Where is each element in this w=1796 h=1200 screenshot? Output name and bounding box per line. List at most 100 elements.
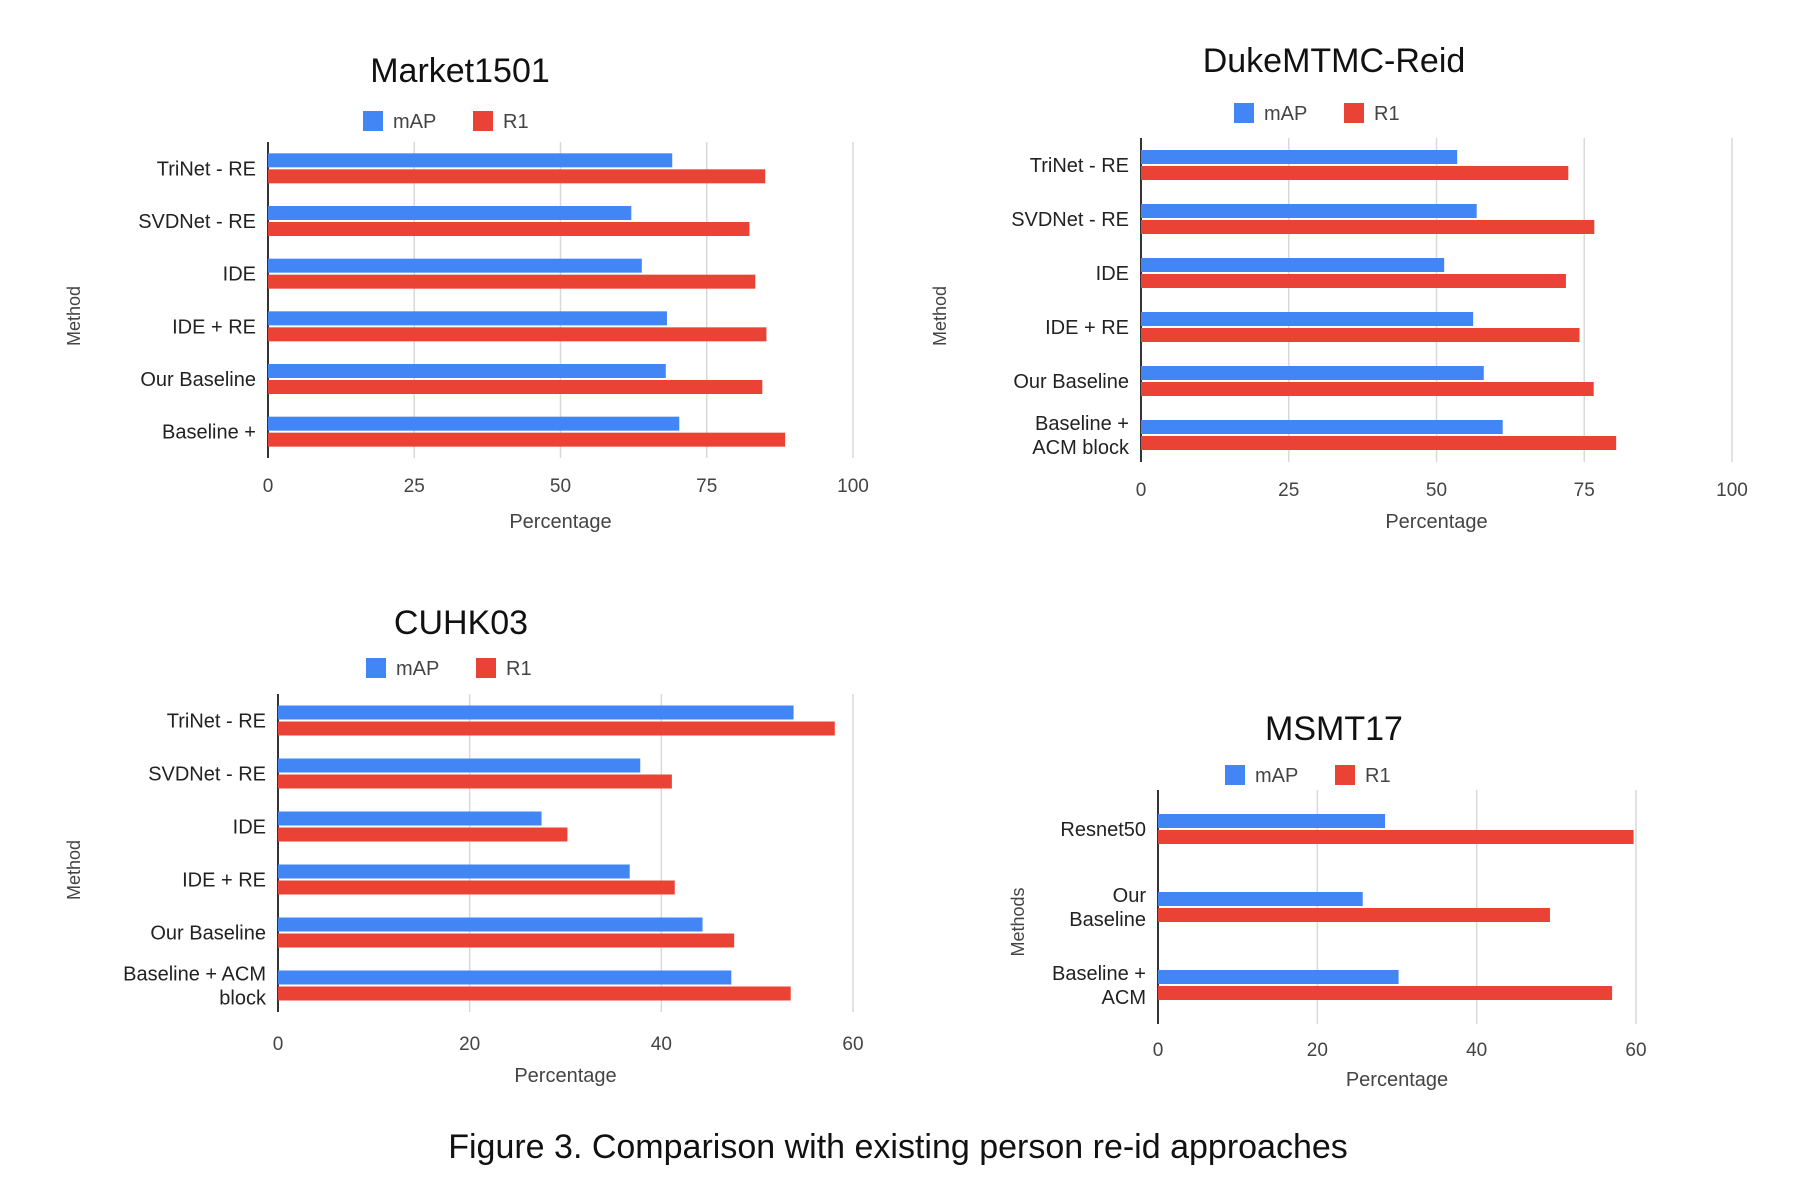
legend-swatch-R1 (1344, 103, 1364, 123)
bar-mAP (1158, 892, 1363, 906)
x-axis-label: Percentage (514, 1065, 616, 1087)
category-label: IDE + RE (1045, 317, 1129, 339)
category-label: Baseline (1069, 909, 1146, 931)
category-label: block (219, 988, 267, 1010)
legend-label-R1: R1 (506, 658, 532, 680)
category-label: SVDNet - RE (148, 764, 266, 786)
category-label: TriNet - RE (157, 158, 256, 180)
bar-R1 (278, 986, 791, 1001)
category-label: SVDNet - RE (1011, 209, 1129, 231)
bar-R1 (268, 169, 766, 184)
bar-mAP (278, 705, 794, 720)
legend-swatch-R1 (1335, 765, 1355, 785)
bar-R1 (268, 432, 786, 447)
bar-R1 (1141, 436, 1617, 450)
category-label: ACM (1102, 987, 1146, 1009)
chart-title: DukeMTMC-Reid (1203, 42, 1466, 80)
x-tick-label: 60 (1625, 1040, 1646, 1061)
bar-R1 (268, 327, 767, 342)
bar-R1 (1158, 830, 1634, 844)
x-tick-label: 60 (842, 1034, 863, 1055)
bar-R1 (1141, 274, 1566, 288)
bar-R1 (1141, 328, 1580, 342)
category-label: Baseline + (162, 422, 256, 444)
category-label: SVDNet - RE (138, 211, 256, 233)
bar-R1 (278, 880, 675, 895)
x-tick-label: 50 (550, 476, 571, 497)
category-label: ACM block (1032, 437, 1130, 459)
figure-caption: Figure 3. Comparison with existing perso… (448, 1128, 1348, 1166)
chart-title: Market1501 (370, 52, 550, 90)
legend-label-mAP: mAP (393, 111, 436, 133)
category-label: Baseline + ACM (123, 964, 266, 986)
bar-mAP (1141, 312, 1474, 326)
x-tick-label: 75 (696, 476, 717, 497)
legend-swatch-mAP (1225, 765, 1245, 785)
chart-2: DukeMTMC-Reid mAP R1 0 25 50 75 100 TriNet - RE S… (930, 42, 1748, 533)
x-axis-label: Percentage (1346, 1069, 1448, 1091)
bar-mAP (1158, 814, 1386, 828)
legend-label-R1: R1 (1374, 103, 1400, 125)
y-axis-label: Methods (1008, 887, 1028, 956)
category-label: Our (1113, 885, 1147, 907)
bar-mAP (278, 917, 703, 932)
category-label: IDE (223, 264, 256, 286)
x-tick-label: 50 (1426, 480, 1447, 501)
x-tick-label: 100 (1716, 480, 1748, 501)
bar-R1 (1141, 220, 1595, 234)
bar-R1 (1141, 382, 1594, 396)
category-label: Baseline + (1052, 963, 1146, 985)
x-tick-label: 40 (1466, 1040, 1487, 1061)
category-label: IDE + RE (172, 316, 256, 338)
bar-mAP (268, 258, 642, 273)
category-label: IDE + RE (182, 870, 266, 892)
bar-mAP (1141, 366, 1484, 380)
x-tick-label: 25 (404, 476, 425, 497)
category-label: Our Baseline (140, 369, 256, 391)
x-axis-label: Percentage (509, 511, 611, 533)
bar-R1 (278, 933, 735, 948)
bar-mAP (278, 970, 732, 985)
category-label: IDE (1096, 263, 1129, 285)
x-axis-label: Percentage (1385, 511, 1487, 533)
x-tick-label: 40 (651, 1034, 672, 1055)
bar-R1 (268, 274, 756, 289)
x-tick-label: 0 (1153, 1040, 1164, 1061)
chart-3: CUHK03 mAP R1 0 20 40 60 TriNet - RE SVDNet - RE… (64, 604, 864, 1087)
bar-R1 (278, 827, 568, 842)
bar-R1 (1141, 166, 1569, 180)
bar-mAP (278, 864, 630, 879)
bar-mAP (268, 206, 632, 220)
chart-title: CUHK03 (394, 604, 528, 642)
legend-label-mAP: mAP (1255, 765, 1298, 787)
x-tick-label: 75 (1574, 480, 1595, 501)
legend-swatch-mAP (1234, 103, 1254, 123)
legend-label-mAP: mAP (396, 658, 439, 680)
bar-mAP (1141, 258, 1445, 272)
bar-mAP (268, 153, 673, 168)
bar-mAP (278, 811, 542, 826)
category-label: Our Baseline (150, 923, 266, 945)
x-tick-label: 20 (1307, 1040, 1328, 1061)
category-label: Our Baseline (1013, 371, 1129, 393)
category-label: TriNet - RE (167, 711, 266, 733)
category-label: TriNet - RE (1030, 155, 1129, 177)
y-axis-label: Method (930, 286, 950, 346)
bar-mAP (268, 416, 680, 431)
bar-mAP (278, 758, 641, 773)
bar-mAP (1141, 204, 1477, 218)
chart-title: MSMT17 (1265, 710, 1403, 748)
category-label: IDE (233, 817, 266, 839)
x-tick-label: 0 (263, 476, 274, 497)
y-axis-label: Method (64, 840, 84, 900)
bar-mAP (1158, 970, 1399, 984)
bar-R1 (268, 222, 750, 236)
x-tick-label: 100 (837, 476, 869, 497)
legend-swatch-mAP (366, 658, 386, 678)
bar-R1 (268, 380, 763, 394)
legend-swatch-R1 (473, 111, 493, 131)
x-tick-label: 0 (273, 1034, 284, 1055)
bar-mAP (1141, 150, 1458, 164)
